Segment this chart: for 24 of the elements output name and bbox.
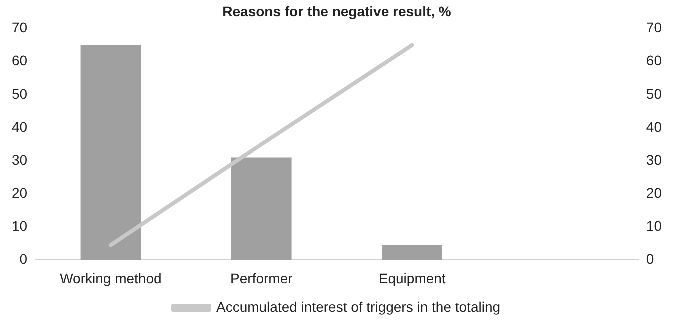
y-tick-label: 40: [12, 118, 28, 135]
y2-tick-label: 50: [646, 86, 662, 102]
legend-label: Accumulated interest of triggers in the totaling: [216, 298, 501, 315]
y-tick-label: 50: [12, 86, 28, 102]
y-tick-label: 10: [12, 218, 28, 234]
bar: [382, 245, 442, 260]
y-tick-label: 20: [12, 184, 28, 201]
x-tick-label: Equipment: [378, 270, 446, 286]
y-tick-label: 60: [12, 52, 28, 69]
y-tick-label: 30: [12, 152, 28, 168]
y2-tick-label: 10: [646, 218, 662, 234]
y2-tick-label: 0: [646, 251, 654, 268]
chart-title: Reasons for the negative result, %: [222, 3, 452, 20]
y2-tick-label: 60: [646, 52, 662, 69]
bar: [232, 158, 292, 260]
y2-tick-label: 40: [646, 118, 662, 135]
y2-tick-label: 20: [646, 184, 662, 201]
x-tick-label: Performer: [230, 270, 294, 286]
x-tick-label: Working method: [60, 270, 162, 286]
y-tick-label: 0: [20, 251, 28, 268]
y2-tick-label: 30: [646, 152, 662, 168]
y2-tick-label: 70: [646, 20, 662, 36]
bar: [80, 45, 142, 260]
y-tick-label: 70: [12, 20, 28, 36]
